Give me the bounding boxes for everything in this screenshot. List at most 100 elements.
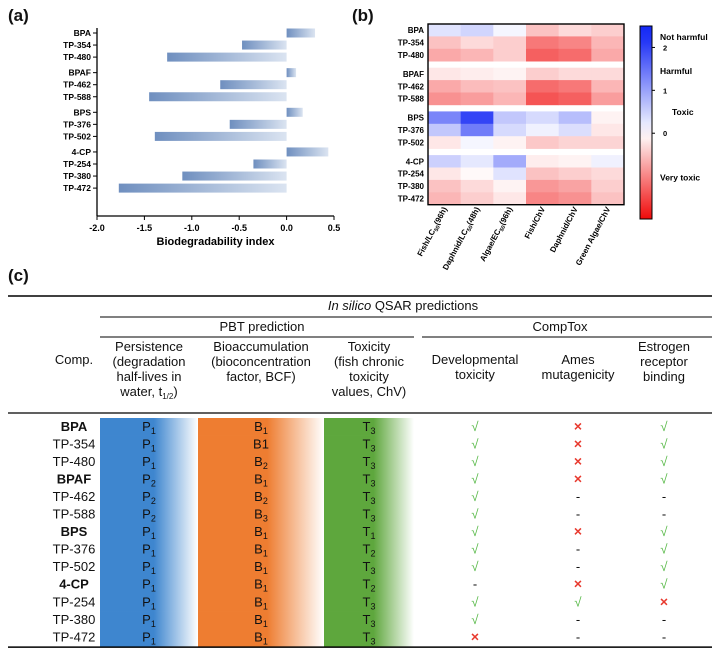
x-tick-label: 0.0 [280, 223, 293, 233]
panel-label-b: (b) [352, 6, 374, 25]
heatmap-cell [493, 24, 527, 37]
persistence-value: P1 [142, 612, 156, 629]
toxicity-cell [324, 488, 414, 507]
heatmap-cell [558, 67, 592, 81]
row-label: TP-588 [398, 95, 425, 104]
heatmap-cell [493, 80, 527, 93]
toxicity-value: T2 [363, 577, 376, 594]
bioaccumulation-value: B1 [254, 542, 268, 559]
ames-mutagenicity-mark: - [576, 612, 580, 627]
estrogen-binding-mark: × [660, 593, 668, 609]
developmental-toxicity-mark: √ [471, 559, 479, 574]
qsar-prediction-table: In silico QSAR predictions PBT prediction… [8, 295, 712, 648]
x-tick-label: -1.0 [184, 223, 200, 233]
x-tick-label: -0.5 [231, 223, 247, 233]
column-header-line: Estrogen [638, 339, 690, 354]
estrogen-binding-mark: √ [660, 524, 668, 539]
heatmap-cell [591, 111, 625, 125]
heatmap-cell [558, 48, 592, 62]
row-label: TP-472 [398, 195, 425, 204]
y-tick-label: TP-588 [63, 92, 91, 102]
heatmap-cell [526, 24, 559, 37]
toxicity-cell [324, 628, 414, 647]
bioaccumulation-value: B1 [254, 594, 268, 611]
heatmap-cell [493, 167, 527, 181]
y-tick-label: TP-254 [63, 159, 91, 169]
x-tick-label: -2.0 [89, 223, 105, 233]
bar-tp-354 [242, 40, 287, 50]
ames-mutagenicity-mark: - [576, 559, 580, 574]
heatmap-cell [493, 111, 527, 125]
heatmap-cell [460, 167, 494, 181]
x-tick-label: -1.5 [137, 223, 153, 233]
y-tick-label: TP-480 [63, 52, 91, 62]
column-header-line: Ames [561, 352, 595, 367]
bioaccumulation-cell [198, 558, 324, 577]
ames-mutagenicity-mark: - [576, 489, 580, 504]
colorbar-label: Harmful [660, 66, 692, 76]
y-tick-label: TP-376 [63, 119, 91, 129]
comp-name: TP-462 [53, 489, 96, 504]
column-header-line: half-lives in [116, 369, 181, 384]
toxicity-cell [324, 470, 414, 489]
heatmap-cell [428, 123, 461, 137]
bar-tp-254 [253, 159, 287, 169]
estrogen-binding-mark: - [662, 612, 666, 627]
bioaccumulation-value: B1 [254, 559, 268, 576]
bioaccumulation-cell [198, 575, 324, 594]
heatmap-cell [460, 136, 494, 149]
ames-mutagenicity-mark: - [576, 507, 580, 522]
heatmap-cell [428, 155, 461, 168]
column-header-line: Toxicity [348, 339, 391, 354]
toxicity-value: T3 [363, 612, 376, 629]
toxicity-cell [324, 523, 414, 542]
x-axis-label: Biodegradability index [157, 236, 276, 248]
heatmap-cell [460, 80, 494, 93]
toxicity-value: T3 [363, 507, 376, 524]
heatmap-cell [591, 123, 625, 137]
comp-name: BPA [61, 419, 88, 434]
comp-name: 4-CP [59, 577, 89, 592]
bar-bpaf [286, 68, 297, 78]
row-label: TP-462 [398, 82, 425, 91]
bar-4-cp [286, 147, 329, 157]
heatmap-cell [591, 24, 625, 37]
comp-name: TP-254 [53, 594, 96, 609]
bar-tp-380 [182, 171, 287, 181]
persistence-cell [100, 505, 198, 524]
column-header-line: water, t1/2) [119, 384, 177, 401]
heatmap-cell [460, 92, 494, 106]
x-tick-label: 0.5 [328, 223, 341, 233]
heatmap-cell [493, 67, 527, 81]
heatmap-cell [558, 123, 592, 137]
estrogen-binding-mark: √ [660, 419, 668, 434]
persistence-cell [100, 575, 198, 594]
developmental-toxicity-mark: √ [471, 419, 479, 434]
colorbar [639, 25, 653, 220]
persistence-cell [100, 611, 198, 629]
panel-label-c: (c) [8, 266, 29, 285]
heatmap-cell [526, 167, 559, 181]
bioaccumulation-cell [198, 540, 324, 559]
row-label: TP-254 [398, 170, 425, 179]
heatmap-cell [558, 80, 592, 93]
comp-name: TP-380 [53, 612, 96, 627]
bioaccumulation-cell [198, 488, 324, 507]
column-header-line: factor, BCF) [226, 369, 295, 384]
persistence-value: P2 [142, 471, 156, 488]
column-label: Daphnid/ChV [548, 205, 580, 254]
persistence-value: P1 [142, 629, 156, 646]
persistence-value: P1 [142, 559, 156, 576]
bioaccumulation-value: B1 [254, 612, 268, 629]
heatmap-cell [558, 92, 592, 106]
persistence-cell [100, 628, 198, 647]
bioaccumulation-value: B1 [254, 419, 268, 436]
row-label: TP-354 [398, 39, 425, 48]
heatmap-cell [460, 36, 494, 50]
estrogen-binding-mark: √ [660, 559, 668, 574]
estrogen-binding-mark: - [662, 489, 666, 504]
heatmap-cell [460, 111, 494, 125]
persistence-value: P1 [142, 524, 156, 541]
row-label: 4-CP [406, 157, 425, 166]
colorbar-tick-label: 1 [663, 86, 667, 95]
